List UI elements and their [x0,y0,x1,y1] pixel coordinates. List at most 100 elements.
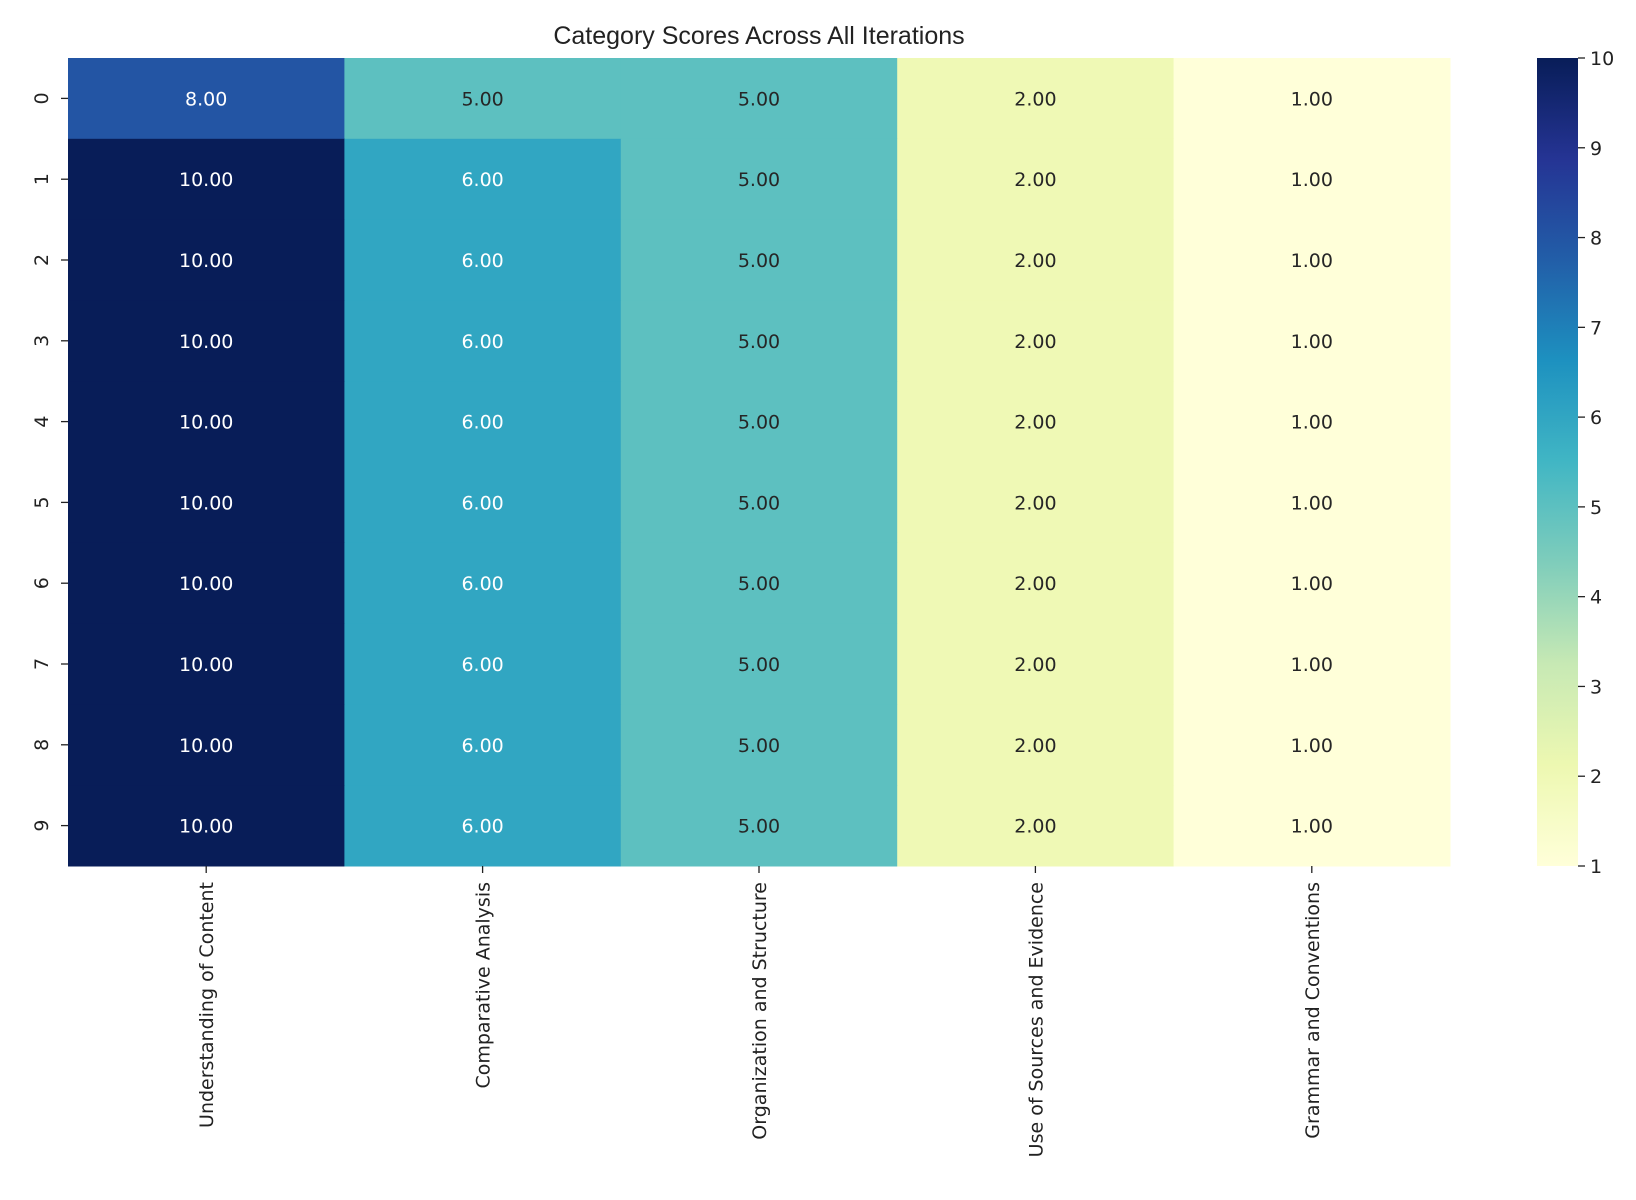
cell-value-label: 6.00 [461,169,503,191]
heatmap-cell [897,542,1175,625]
heatmap-cell [1173,219,1451,301]
column-tick-labels: Understanding of Content Comparative Anal… [196,866,1324,1157]
cell-value-label: 6.00 [461,735,503,757]
heatmap-cell [1173,58,1451,140]
heatmap-cell [344,219,622,301]
heatmap-cell [897,623,1175,705]
cell-value-label: 6.00 [461,654,503,676]
cell-value-label: 2.00 [1014,88,1056,110]
row-tick-label: 6 [31,577,53,589]
colorbar-tick-label: 7 [1590,317,1602,339]
colorbar-tick-label: 3 [1590,676,1602,698]
heatmap-cell [897,300,1175,382]
cell-value-label: 10.00 [179,492,233,514]
column-tick-label: Understanding of Content [196,882,218,1128]
heatmap-cell [1173,300,1451,382]
heatmap-cell [1173,542,1451,625]
cell-value-label: 5.00 [738,169,780,191]
heatmap-cell [620,138,898,221]
cell-value-label: 10.00 [179,735,233,757]
heatmap-cell [68,542,345,625]
cell-value-label: 10.00 [179,654,233,676]
heatmap-cell [344,542,622,625]
heatmap-cell [68,300,345,382]
cell-value-label: 2.00 [1014,816,1056,838]
row-tick-label: 9 [31,820,53,832]
heatmap-cell [344,381,622,463]
cell-value-label: 1.00 [1291,412,1333,434]
cell-value-label: 5.00 [738,816,780,838]
cell-value-label: 5.00 [738,331,780,353]
row-tick-label: 2 [31,254,53,266]
cell-value-label: 5.00 [738,250,780,272]
heatmap-cell [897,704,1175,786]
colorbar-gradient [1537,58,1578,866]
heatmap-cell [620,704,898,786]
cell-value-label: 10.00 [179,331,233,353]
cell-value-label: 1.00 [1291,492,1333,514]
cell-value-label: 5.00 [738,88,780,110]
cell-value-label: 10.00 [179,573,233,595]
row-tick-label: 1 [31,173,53,185]
heatmap-cell [344,785,622,867]
heatmap-cell [620,58,898,140]
colorbar-tick-label: 9 [1590,138,1602,160]
colorbar-tick-label: 5 [1590,497,1602,519]
cell-value-label: 6.00 [461,816,503,838]
heatmap-cell [68,138,345,221]
cell-value-label: 2.00 [1014,412,1056,434]
heatmap-cell [68,58,345,140]
cell-value-label: 10.00 [179,169,233,191]
heatmap-cell [897,462,1175,544]
heatmap-cell [68,381,345,463]
heatmap-cell [344,704,622,786]
heatmap-cell [344,623,622,705]
heatmap-cell [897,219,1175,301]
colorbar-tick-label: 4 [1590,587,1602,609]
cell-value-label: 6.00 [461,492,503,514]
row-tick-label: 7 [31,658,53,670]
cell-value-label: 8.00 [185,88,227,110]
column-tick-label: Grammar and Conventions [1302,882,1324,1139]
heatmap-cell [1173,785,1451,867]
row-tick-label: 0 [31,92,53,104]
cell-value-label: 1.00 [1291,331,1333,353]
cell-value-label: 6.00 [461,412,503,434]
column-tick-label: Organization and Structure [749,882,771,1140]
cell-value-label: 6.00 [461,573,503,595]
row-tick-label: 8 [31,739,53,751]
cell-value-label: 2.00 [1014,331,1056,353]
heatmap-cell [897,58,1175,140]
cell-value-label: 1.00 [1291,816,1333,838]
cell-value-label: 1.00 [1291,169,1333,191]
heatmap-cell [344,58,622,140]
heatmap-cell [620,785,898,867]
colorbar: 1 2 3 4 5 6 7 8 9 10 [1537,48,1614,878]
heatmap-cell [68,704,345,786]
heatmap-cell [897,785,1175,867]
heatmap-cell [68,785,345,867]
cell-value-label: 2.00 [1014,250,1056,272]
cell-value-label: 5.00 [738,573,780,595]
column-tick-label: Comparative Analysis [473,882,495,1089]
heatmap-cell [620,219,898,301]
colorbar-tick-label: 10 [1590,48,1614,70]
cell-value-label: 2.00 [1014,573,1056,595]
column-tick-label: Use of Sources and Evidence [1025,882,1047,1157]
cell-value-label: 2.00 [1014,735,1056,757]
cell-value-label: 10.00 [179,816,233,838]
heatmap-cell [1173,138,1451,221]
colorbar-tick-label: 2 [1590,766,1602,788]
colorbar-tick-label: 1 [1590,856,1602,878]
colorbar-tick-label: 6 [1590,407,1602,429]
cell-value-label: 6.00 [461,331,503,353]
row-tick-label: 4 [31,416,53,428]
cell-value-label: 2.00 [1014,169,1056,191]
cell-value-label: 10.00 [179,412,233,434]
cell-value-label: 2.00 [1014,492,1056,514]
heatmap-cells: 8.00 5.00 5.00 2.00 1.00 10.00 6.00 5.00 2.00 1.0… [68,58,1451,867]
heatmap-cell [68,623,345,705]
heatmap-cell [620,300,898,382]
cell-value-label: 5.00 [461,88,503,110]
